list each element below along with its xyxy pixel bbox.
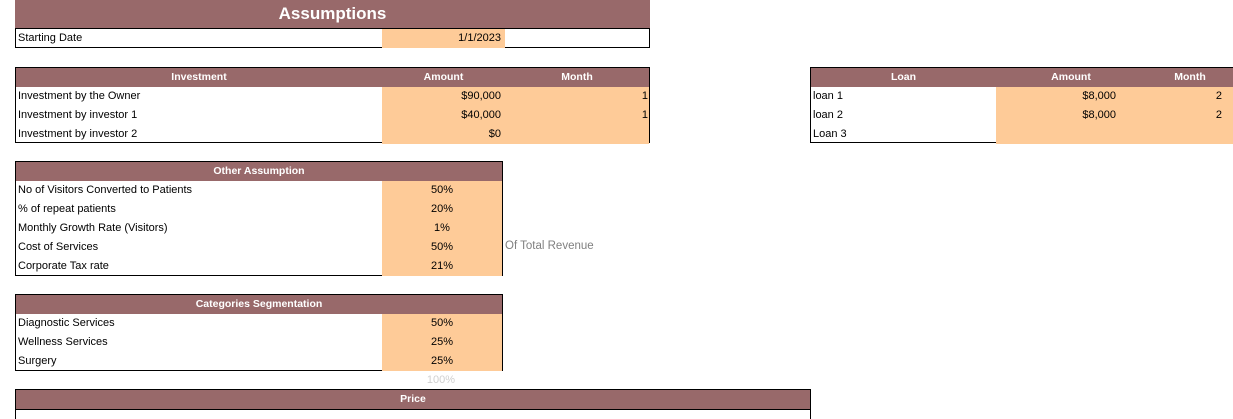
loan-amount-input[interactable]: $8,000 <box>996 106 1146 125</box>
investment-amount-header: Amount <box>382 68 505 87</box>
loan-month-input[interactable]: 2 <box>1146 87 1233 106</box>
investment-amount-input[interactable]: $90,000 <box>382 87 505 106</box>
loan-row-label: loan 1 <box>813 90 843 102</box>
assumption-value-input[interactable]: 20% <box>382 200 502 219</box>
categories-table: Categories Segmentation Diagnostic Servi… <box>15 294 503 371</box>
investment-month-header: Month <box>505 68 649 87</box>
loan-amount-input[interactable]: $8,000 <box>996 87 1146 106</box>
loan-header: Loan <box>811 68 996 87</box>
investment-header: Investment <box>16 68 382 87</box>
loan-month-header: Month <box>1146 68 1233 87</box>
investment-table: Investment Amount Month Investment by th… <box>15 67 650 144</box>
page-title: Assumptions <box>15 0 650 28</box>
loan-month-input[interactable] <box>1146 125 1233 144</box>
investment-row-label: Investment by investor 2 <box>18 128 138 140</box>
price-header: Price <box>16 390 810 410</box>
category-value-input[interactable]: 50% <box>382 314 502 333</box>
investment-month-input[interactable] <box>505 125 649 144</box>
category-label: Surgery <box>18 355 57 367</box>
category-value-input[interactable]: 25% <box>382 333 502 352</box>
investment-row-label: Investment by investor 1 <box>18 109 138 121</box>
loan-amount-header: Amount <box>996 68 1146 87</box>
assumption-value-input[interactable]: 1% <box>382 219 502 238</box>
category-label: Wellness Services <box>18 336 108 348</box>
category-value-input[interactable]: 25% <box>382 352 502 371</box>
loan-table: Loan Amount Month loan 1 $8,000 2 loan 2… <box>810 67 1233 144</box>
assumption-label: No of Visitors Converted to Patients <box>18 184 193 196</box>
starting-date-row: Starting Date 1/1/2023 <box>15 28 650 48</box>
loan-month-input[interactable]: 2 <box>1146 106 1233 125</box>
assumption-value-input[interactable]: 50% <box>382 238 502 257</box>
category-label: Diagnostic Services <box>18 317 115 329</box>
investment-month-input[interactable]: 1 <box>505 87 649 106</box>
assumption-label: % of repeat patients <box>18 203 116 215</box>
cost-of-services-note: Of Total Revenue <box>505 240 594 252</box>
loan-row-label: loan 2 <box>813 109 843 121</box>
investment-month-input[interactable]: 1 <box>505 106 649 125</box>
starting-date-input[interactable]: 1/1/2023 <box>382 29 505 48</box>
assumption-label: Corporate Tax rate <box>18 260 109 272</box>
investment-amount-input[interactable]: $0 <box>382 125 505 144</box>
loan-row-label: Loan 3 <box>813 128 847 140</box>
price-table: Price <box>15 389 811 419</box>
categories-total: 100% <box>426 374 456 386</box>
assumption-label: Cost of Services <box>18 241 99 253</box>
assumption-label: Monthly Growth Rate (Visitors) <box>18 222 168 234</box>
investment-amount-input[interactable]: $40,000 <box>382 106 505 125</box>
assumption-value-input[interactable]: 21% <box>382 257 502 276</box>
starting-date-label: Starting Date <box>18 32 83 44</box>
other-assumption-table: Other Assumption No of Visitors Converte… <box>15 161 503 276</box>
assumption-value-input[interactable]: 50% <box>382 181 502 200</box>
loan-amount-input[interactable] <box>996 125 1146 144</box>
other-assumption-header: Other Assumption <box>16 162 502 181</box>
categories-header: Categories Segmentation <box>16 295 502 314</box>
investment-row-label: Investment by the Owner <box>18 90 141 102</box>
